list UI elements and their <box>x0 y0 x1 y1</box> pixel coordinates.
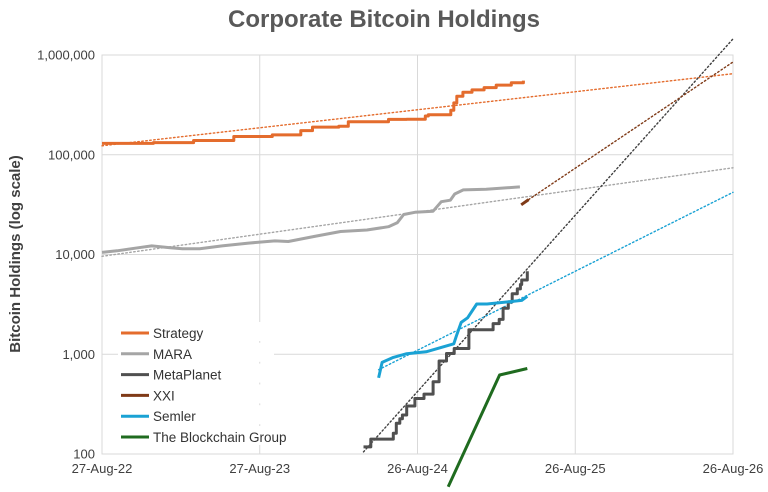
legend-item-background <box>118 426 274 445</box>
legend-item-xxi: XXI <box>118 384 274 404</box>
series-line-the-blockchain-group <box>446 367 528 488</box>
legend-item-background <box>118 405 274 425</box>
legend-label: The Blockchain Group <box>153 430 287 445</box>
trendline-metaplanet <box>362 38 734 453</box>
legend-item-semler: Semler <box>118 405 274 425</box>
legend-label: Strategy <box>153 326 204 341</box>
legend-item-background <box>118 322 274 341</box>
series-lines <box>101 80 530 488</box>
legend-item-background <box>118 384 274 404</box>
x-tick-label: 26-Aug-24 <box>387 461 448 476</box>
x-axis: 27-Aug-22 27-Aug-23 26-Aug-24 26-Aug-25 26-A… <box>72 461 764 476</box>
y-tick-label: 1,000,000 <box>37 48 95 63</box>
legend-label: MetaPlanet <box>153 368 222 383</box>
y-axis: 100 1,000 10,000 100,000 1,000,000 <box>37 48 95 462</box>
legend-item-mara: MARA <box>118 342 274 362</box>
series-line-strategy <box>102 80 525 145</box>
x-tick-label: 26-Aug-26 <box>703 461 764 476</box>
y-tick-label: 100,000 <box>48 147 95 162</box>
series-line-xxi <box>520 198 530 207</box>
trendline-semler <box>377 191 734 371</box>
legend-label: XXI <box>153 388 175 403</box>
legend-item-strategy: Strategy <box>118 322 274 341</box>
trendline-strategy <box>101 72 734 147</box>
x-tick-label: 27-Aug-22 <box>72 461 133 476</box>
series-line-semler <box>377 295 529 379</box>
trendline-mara <box>101 167 734 257</box>
legend-item-the-blockchain-group: The Blockchain Group <box>118 426 287 445</box>
legend-label: MARA <box>153 347 192 362</box>
series-line-mara <box>101 185 521 254</box>
y-tick-label: 1,000 <box>62 347 95 362</box>
chart-title: Corporate Bitcoin Holdings <box>228 6 540 33</box>
x-tick-label: 27-Aug-23 <box>229 461 290 476</box>
legend-item-background <box>118 342 274 362</box>
legend-item-background <box>118 363 274 383</box>
trendline-xxi <box>527 61 734 201</box>
legend-item-metaplanet: MetaPlanet <box>118 363 274 383</box>
legend: Strategy MARA MetaPlanet XXI Semler The Block… <box>118 322 287 445</box>
legend-label: Semler <box>153 409 196 424</box>
series-line-metaplanet <box>363 271 529 449</box>
plot-area <box>101 54 734 455</box>
trendlines <box>101 38 734 453</box>
y-axis-label: Bitcoin Holdings (log scale) <box>7 155 24 353</box>
y-tick-label: 100 <box>73 447 95 462</box>
y-tick-label: 10,000 <box>55 247 95 262</box>
x-tick-label: 26-Aug-25 <box>545 461 606 476</box>
